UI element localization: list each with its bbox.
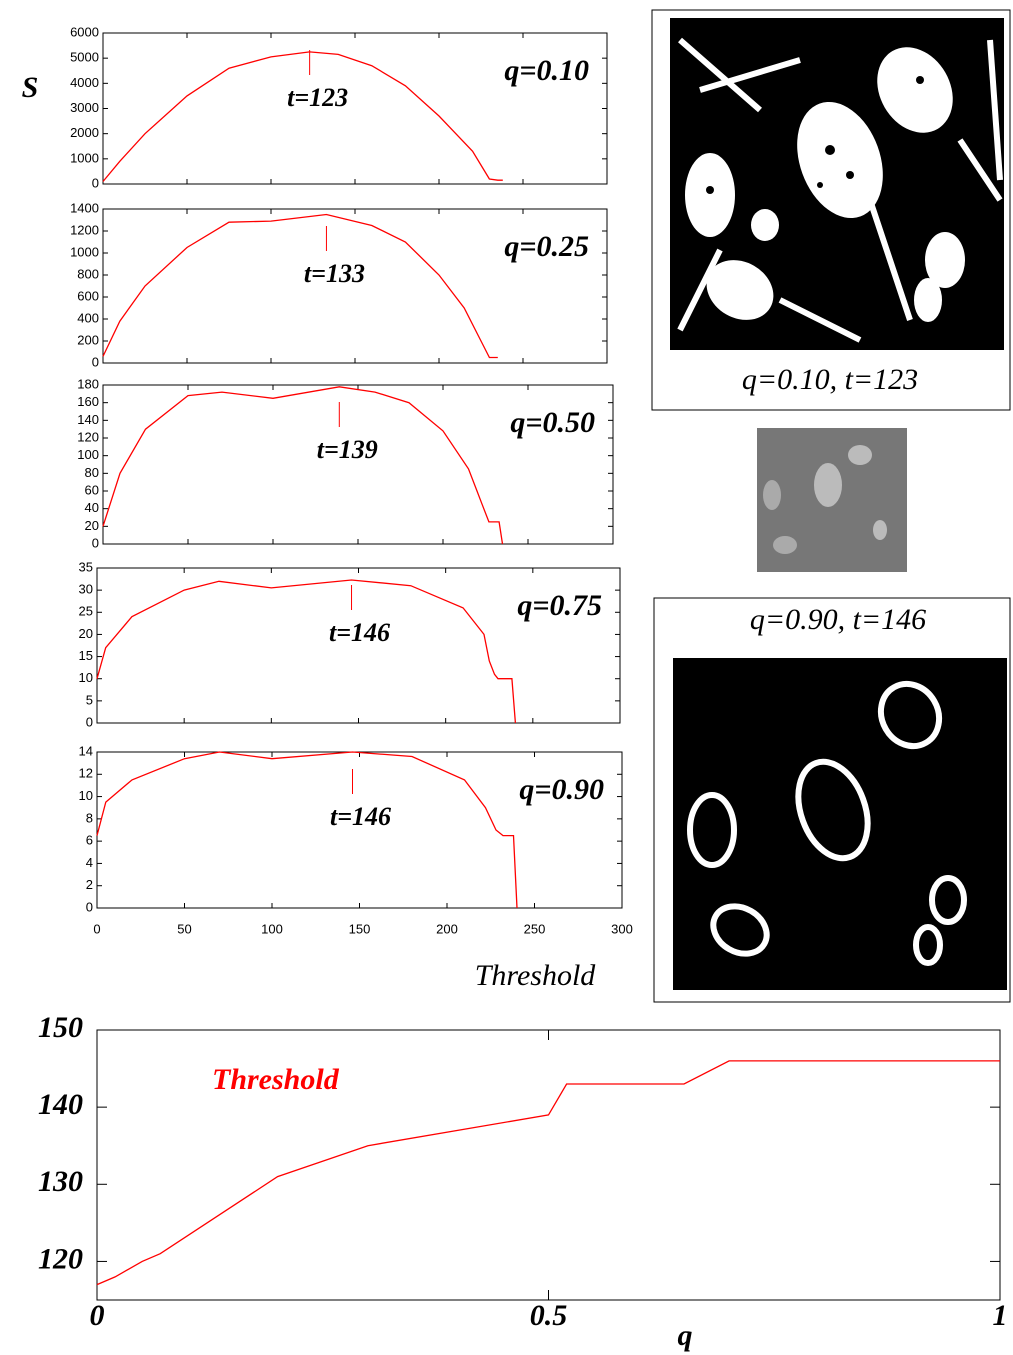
panel-label: q=0.50: [510, 406, 595, 439]
peak-label: t=139: [317, 435, 378, 464]
y-tick-label: 140: [38, 1088, 83, 1121]
y-tick-label: 60: [85, 482, 99, 497]
y-tick-label: 200: [77, 332, 99, 347]
y-tick-label: 140: [77, 412, 99, 427]
image-caption: q=0.10, t=123: [742, 363, 918, 396]
micrograph-bottom: [673, 658, 1007, 990]
y-tick-label: 3000: [70, 100, 99, 115]
y-tick-label: 0: [86, 899, 93, 914]
y-tick-label: 0: [92, 175, 99, 190]
data-line: [102, 213, 498, 359]
x-tick-label: 50: [177, 921, 191, 936]
peak-label: t=146: [330, 802, 391, 831]
y-tick-label: 0: [92, 535, 99, 550]
y-tick-label: 6: [86, 833, 93, 848]
data-line: [96, 751, 518, 909]
data-line: [102, 386, 504, 545]
panel-label: q=0.90: [519, 773, 604, 806]
y-tick-label: 6000: [70, 24, 99, 39]
legend-label: Threshold: [212, 1063, 340, 1096]
y-tick-label: 20: [79, 626, 93, 641]
data-line: [96, 1060, 1000, 1286]
y-tick-label: 0: [86, 714, 93, 729]
y-tick-label: 600: [77, 288, 99, 303]
y-tick-label: 80: [85, 465, 99, 480]
y-tick-label: 2000: [70, 125, 99, 140]
x-tick-label: 0: [90, 1299, 105, 1332]
micrograph-top: [670, 18, 1004, 350]
y-tick-label: 120: [38, 1242, 83, 1275]
y-tick-label: 1400: [70, 200, 99, 215]
y-tick-label: 35: [79, 559, 93, 574]
y-tick-label: 10: [79, 788, 93, 803]
y-tick-label: 0: [92, 354, 99, 369]
x-tick-label: 300: [611, 921, 633, 936]
image-caption: q=0.90, t=146: [750, 603, 926, 636]
y-tick-label: 10: [79, 670, 93, 685]
y-tick-label: 100: [77, 447, 99, 462]
panel-label: q=0.10: [504, 54, 589, 87]
x-tick-label: 0: [93, 921, 100, 936]
data-line: [96, 579, 517, 724]
x-tick-label: 1: [993, 1299, 1008, 1332]
peak-label: t=123: [287, 83, 348, 112]
x-tick-label: 150: [349, 921, 371, 936]
y-tick-label: 180: [77, 376, 99, 391]
peak-label: t=146: [329, 618, 390, 647]
y-tick-label: 1000: [70, 244, 99, 259]
peak-label: t=133: [304, 259, 365, 288]
y-tick-label: 160: [77, 394, 99, 409]
x-tick-label: 200: [436, 921, 458, 936]
y-tick-label: 400: [77, 310, 99, 325]
y-axis-label: S: [22, 71, 39, 104]
y-tick-label: 130: [38, 1165, 83, 1198]
y-tick-label: 25: [79, 604, 93, 619]
y-tick-label: 8: [86, 810, 93, 825]
y-tick-label: 150: [38, 1011, 83, 1044]
micrograph-original: [757, 428, 907, 572]
x-axis-label: q: [678, 1319, 693, 1352]
y-tick-label: 15: [79, 648, 93, 663]
y-tick-label: 2: [86, 877, 93, 892]
y-tick-label: 120: [77, 429, 99, 444]
y-tick-label: 4000: [70, 75, 99, 90]
x-tick-label: 250: [524, 921, 546, 936]
y-tick-label: 20: [85, 518, 99, 533]
y-tick-label: 5000: [70, 50, 99, 65]
y-tick-label: 14: [79, 743, 93, 758]
y-tick-label: 12: [79, 766, 93, 781]
y-tick-label: 4: [86, 855, 93, 870]
x-tick-label: 100: [261, 921, 283, 936]
y-tick-label: 5: [86, 692, 93, 707]
x-axis-label: Threshold: [475, 959, 597, 992]
data-line: [102, 51, 503, 182]
panel-label: q=0.75: [517, 589, 602, 622]
panel-label: q=0.25: [504, 230, 589, 263]
y-tick-label: 1000: [70, 150, 99, 165]
x-tick-label: 0.5: [530, 1299, 568, 1332]
y-tick-label: 40: [85, 500, 99, 515]
y-tick-label: 1200: [70, 222, 99, 237]
y-tick-label: 30: [79, 582, 93, 597]
y-tick-label: 800: [77, 266, 99, 281]
